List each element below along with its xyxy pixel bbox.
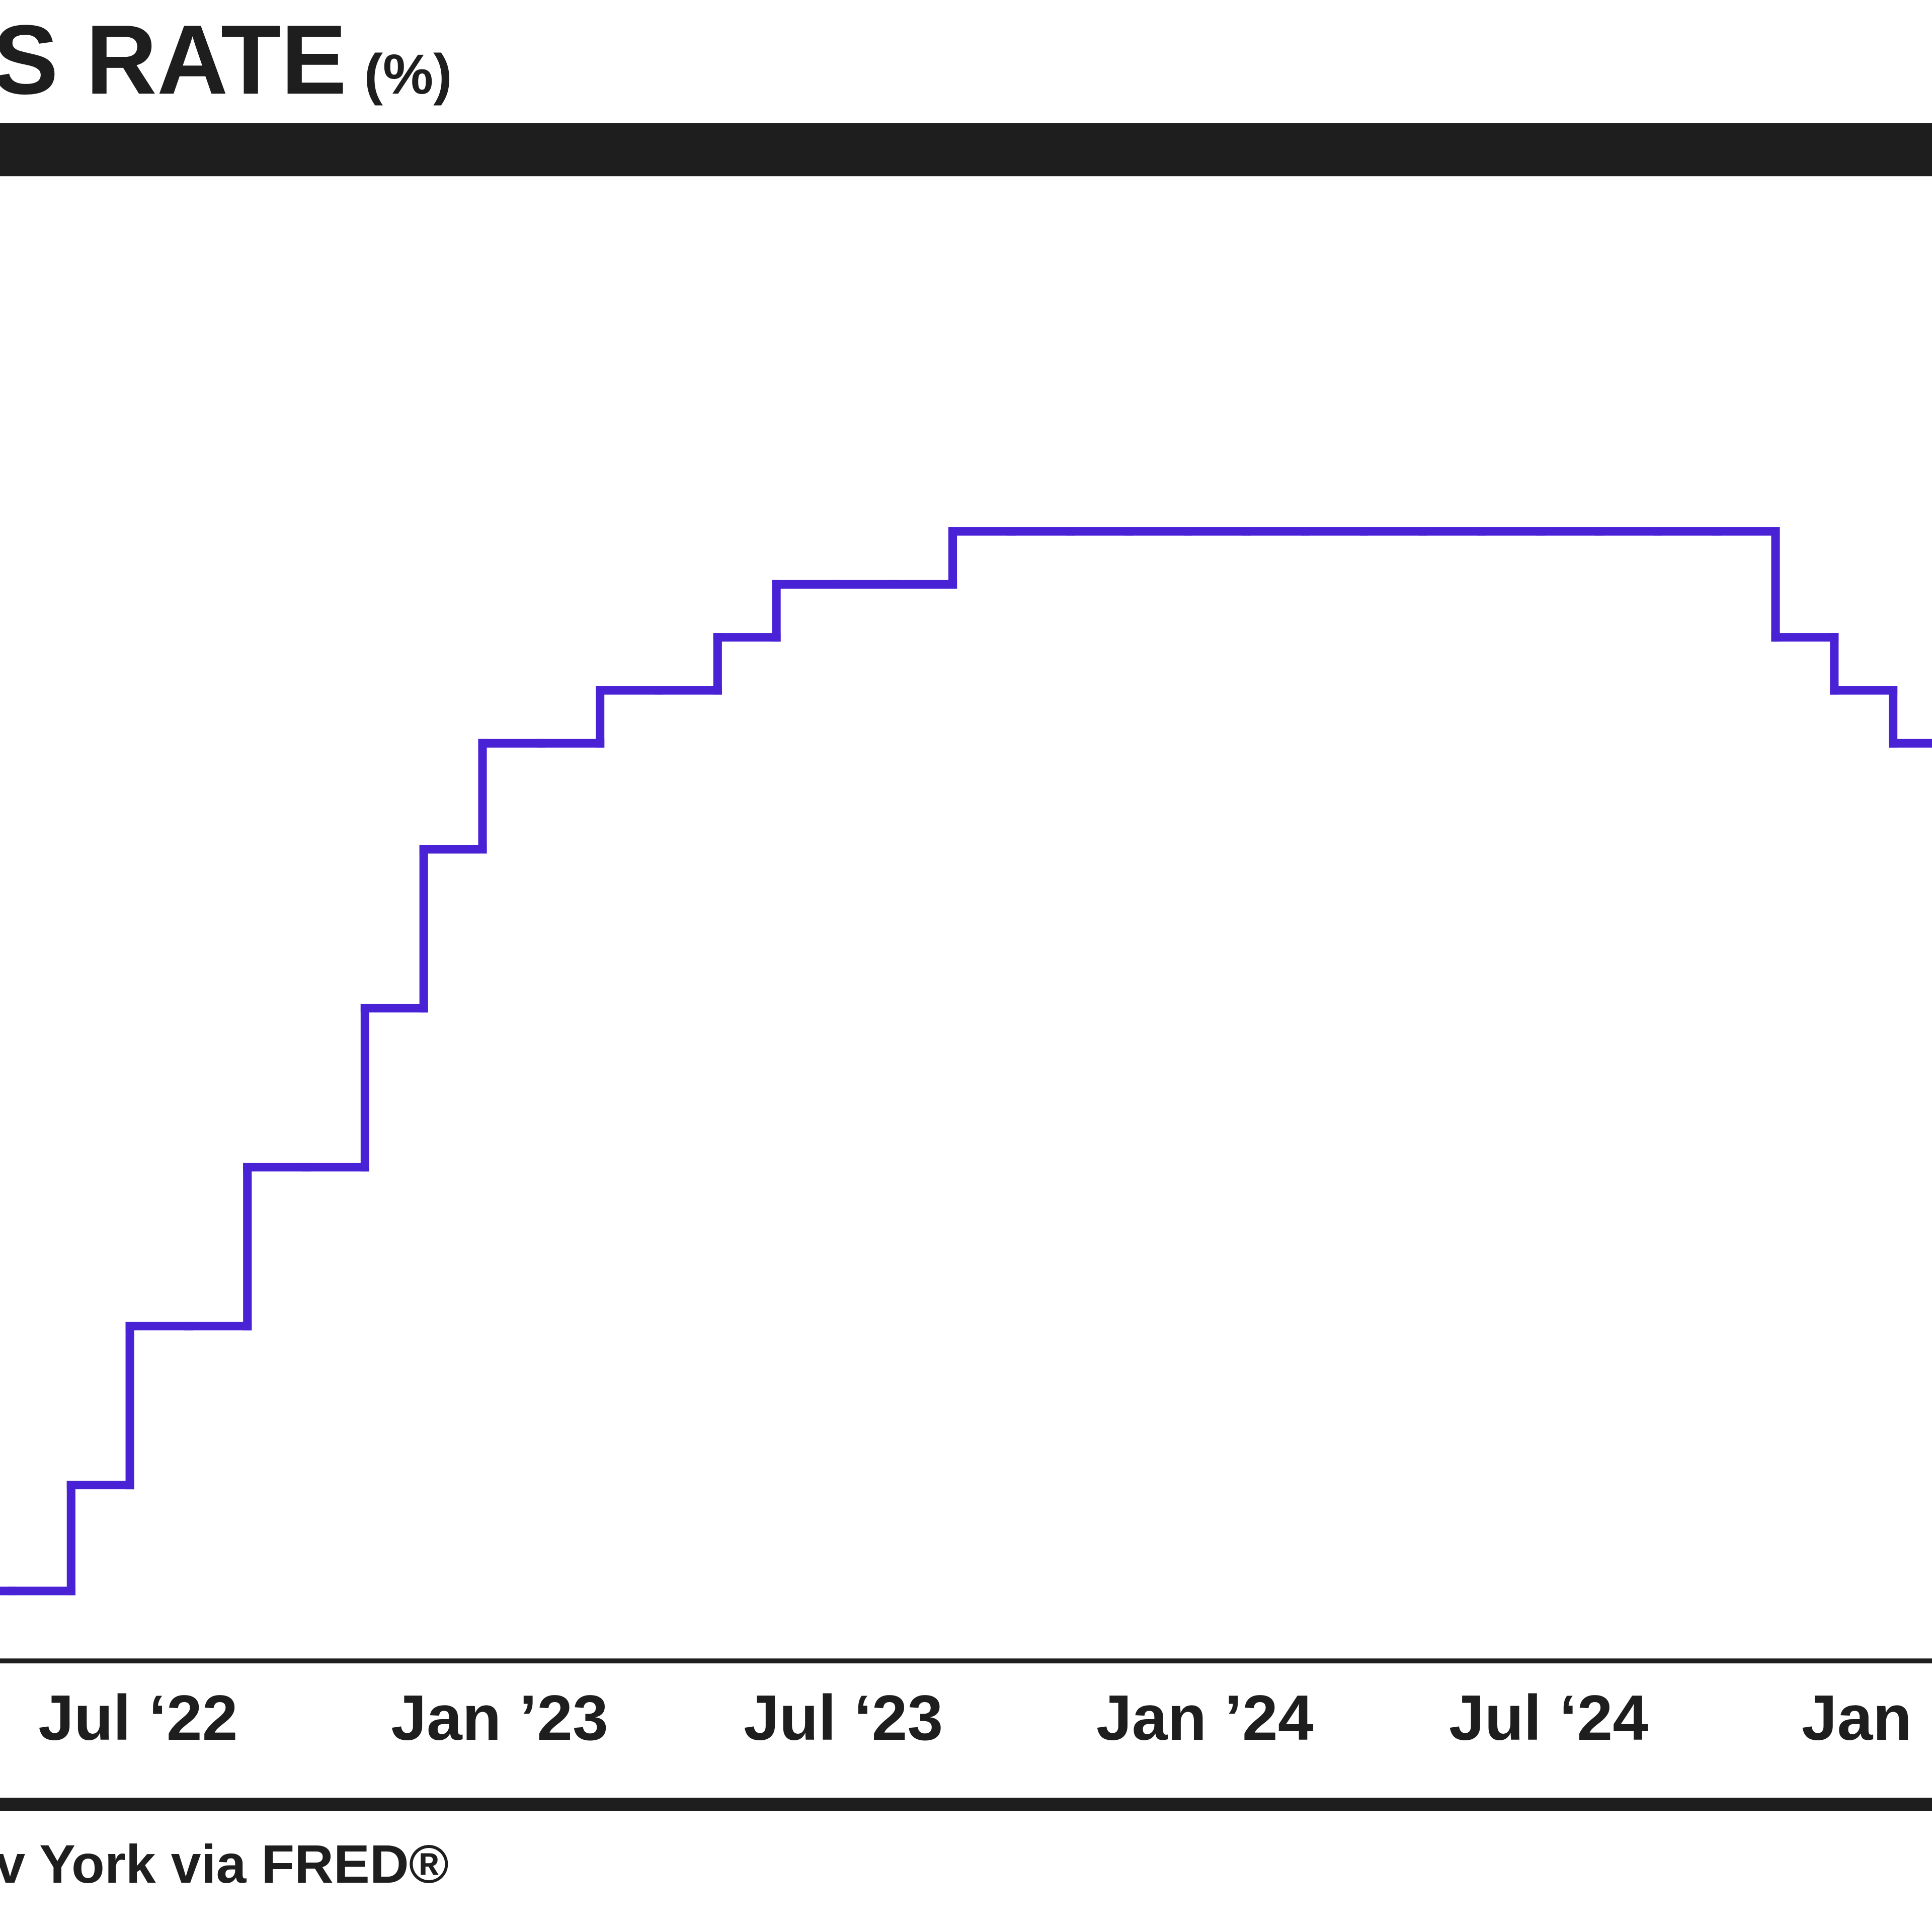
x-tick-label: Jan (1802, 1682, 1912, 1753)
x-tick-label: Jul ‘22 (38, 1682, 237, 1753)
source-note: v York via FRED® (0, 1833, 449, 1894)
x-tick-label: Jul ‘23 (744, 1682, 943, 1753)
chart-title: S RATE (0, 5, 347, 115)
header-bar (0, 123, 1932, 177)
x-tick-label: Jan ’23 (391, 1682, 608, 1753)
x-axis-line (0, 1658, 1932, 1664)
footer-bar (0, 1798, 1932, 1811)
chart-title-unit: (%) (364, 42, 452, 106)
x-tick-label: Jul ‘24 (1449, 1682, 1649, 1753)
x-tick-label: Jan ’24 (1096, 1682, 1314, 1753)
